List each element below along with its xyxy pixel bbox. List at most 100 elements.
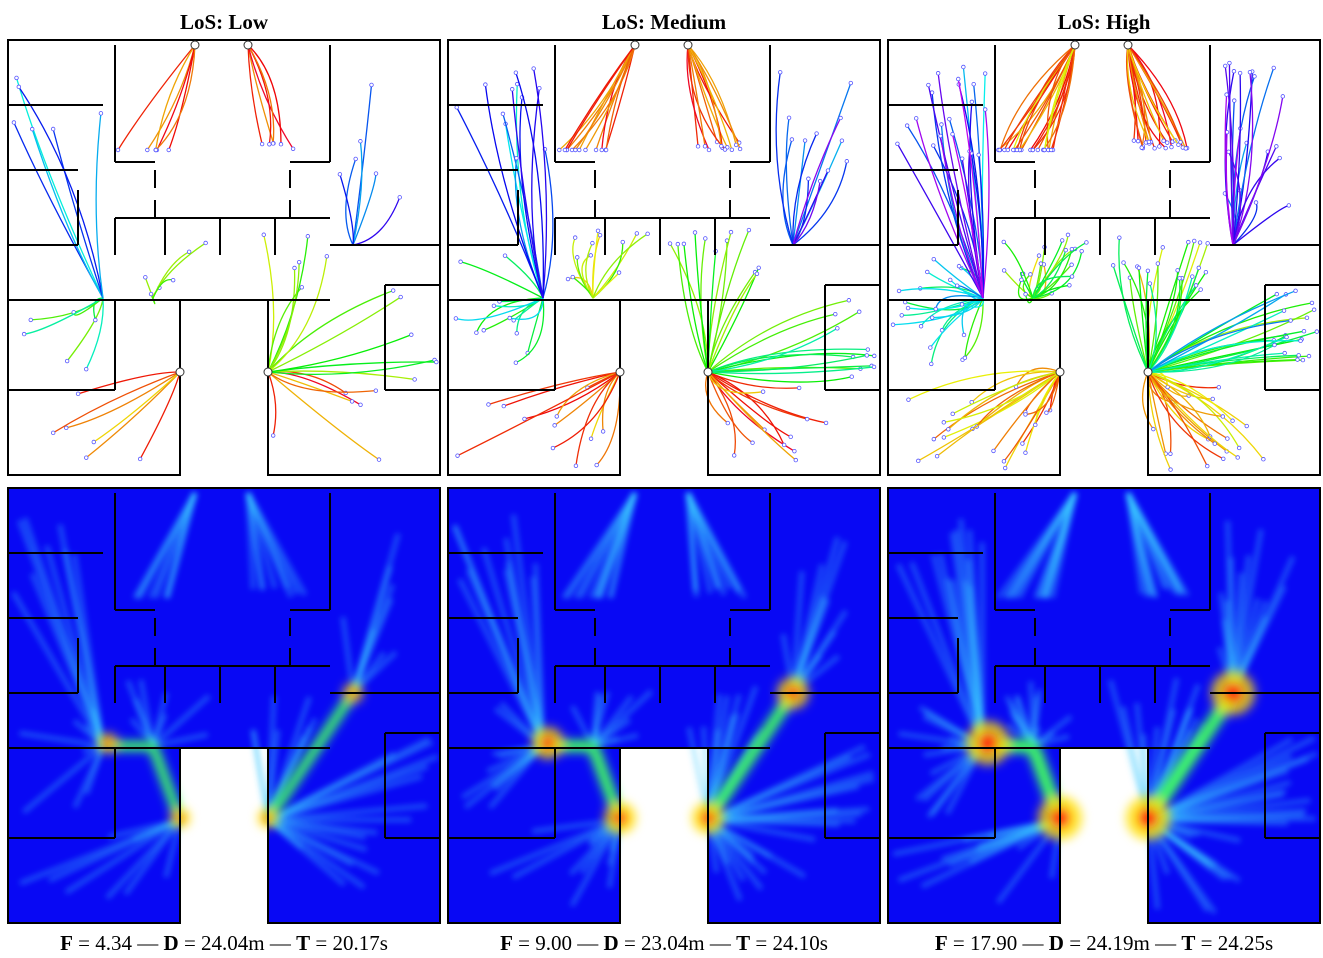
trajectory-end — [1278, 156, 1282, 160]
trajectory-end — [726, 421, 730, 425]
trajectory-end — [514, 361, 518, 365]
trajectory-end — [1238, 71, 1242, 75]
trajectory-end — [682, 242, 686, 246]
trajectory-end — [704, 237, 708, 241]
trajectory-end — [1029, 273, 1033, 277]
trajectory-end — [475, 331, 479, 335]
trajectory-end — [1178, 276, 1182, 280]
trajectory-end — [1070, 275, 1074, 279]
trajectory-end — [787, 116, 791, 120]
trajectory-end — [574, 464, 578, 468]
trajectory-end — [732, 454, 736, 458]
trajectory-end — [1165, 141, 1169, 145]
trajectory-end — [484, 83, 488, 87]
figure: LoS: LowF = 4.34 — D = 24.04m — T = 20.1… — [0, 0, 1323, 958]
trajectory-end — [934, 307, 938, 311]
trajectory-end — [1232, 99, 1236, 103]
trajectory-end — [354, 157, 358, 161]
trajectory-end — [1221, 415, 1225, 419]
trajectory-end — [948, 117, 952, 121]
trajectory-end — [1002, 240, 1006, 244]
trajectory-end — [84, 367, 88, 371]
trajectory-end — [575, 256, 579, 260]
trajectory-end — [1043, 148, 1047, 152]
trajectory-end — [1060, 239, 1064, 243]
trajectory-end — [907, 398, 911, 402]
trajectory-end — [1302, 329, 1306, 333]
trajectory-end — [1148, 282, 1152, 286]
trajectory-end — [970, 100, 974, 104]
trajectory-end — [757, 266, 761, 270]
trajectory-end — [807, 177, 811, 181]
trajectory-end — [793, 449, 797, 453]
metric-name: F — [935, 931, 948, 955]
trajectory-end — [262, 233, 266, 237]
trajectory-end — [501, 112, 505, 116]
metric-name: D — [164, 931, 179, 955]
trajectory-end — [935, 454, 939, 458]
trajectory-end — [1213, 442, 1217, 446]
trajectory-end — [896, 142, 900, 146]
trajectory-end — [598, 233, 602, 237]
trajectory-end — [94, 318, 98, 322]
trajectory-end — [573, 236, 577, 240]
trajectory-end — [929, 346, 933, 350]
trajectory-end — [1184, 147, 1188, 151]
trajectory-end — [596, 229, 600, 233]
trajectory-plot — [448, 40, 880, 475]
metric-name: D — [604, 931, 619, 955]
trajectory-end — [1002, 459, 1006, 463]
metric-value: = 24.10s — [750, 931, 828, 955]
trajectory-end — [1275, 292, 1279, 296]
trajectory-end — [834, 312, 838, 316]
trajectory-end — [399, 295, 403, 299]
trajectory-end — [515, 331, 519, 335]
trajectory-end — [1024, 451, 1028, 455]
trajectory-end — [589, 254, 593, 258]
trajectory-end — [577, 148, 581, 152]
trajectory-end — [1152, 427, 1156, 431]
door — [191, 41, 199, 49]
trajectory-end — [1204, 270, 1208, 274]
trajectory-end — [555, 415, 559, 419]
trajectory-end — [1137, 266, 1141, 270]
metric-value: = 23.04m — — [619, 931, 736, 955]
trajectory-end — [794, 458, 798, 462]
trajectory-end — [1307, 354, 1311, 358]
trajectory-end — [635, 232, 639, 236]
trajectory-end — [171, 278, 175, 282]
trajectory-end — [145, 148, 149, 152]
trajectory-end — [932, 144, 936, 148]
trajectory-end — [956, 77, 960, 81]
metric-name: T — [296, 931, 310, 955]
metric-name: T — [1181, 931, 1195, 955]
trajectory-end — [454, 317, 458, 321]
trajectory-end — [983, 108, 987, 112]
trajectory-end — [818, 179, 822, 183]
trajectory-end — [514, 71, 518, 75]
trajectory-end — [1197, 266, 1201, 270]
trajectory-end — [947, 427, 951, 431]
trajectory-end — [1273, 343, 1277, 347]
trajectory-end — [940, 123, 944, 127]
trajectory-end — [1312, 308, 1316, 312]
trajectory-end — [359, 139, 363, 143]
trajectory-end — [1296, 358, 1300, 362]
trajectory-end — [1039, 262, 1043, 266]
trajectory-end — [149, 292, 153, 296]
trajectory-end — [929, 362, 933, 366]
trajectory-end — [1080, 249, 1084, 253]
trajectory-end — [836, 327, 840, 331]
trajectory-end — [1169, 452, 1173, 456]
trajectory-end — [532, 67, 536, 71]
trajectory-end — [551, 446, 555, 450]
trajectory-end — [1140, 146, 1144, 150]
trajectory-end — [291, 147, 295, 151]
trajectory-end — [845, 159, 849, 163]
trajectory-end — [604, 148, 608, 152]
trajectory-end — [538, 86, 542, 90]
heatmap — [8, 488, 440, 923]
trajectory-end — [398, 196, 402, 200]
trajectory-end — [306, 234, 310, 238]
trajectory-end — [116, 148, 120, 152]
